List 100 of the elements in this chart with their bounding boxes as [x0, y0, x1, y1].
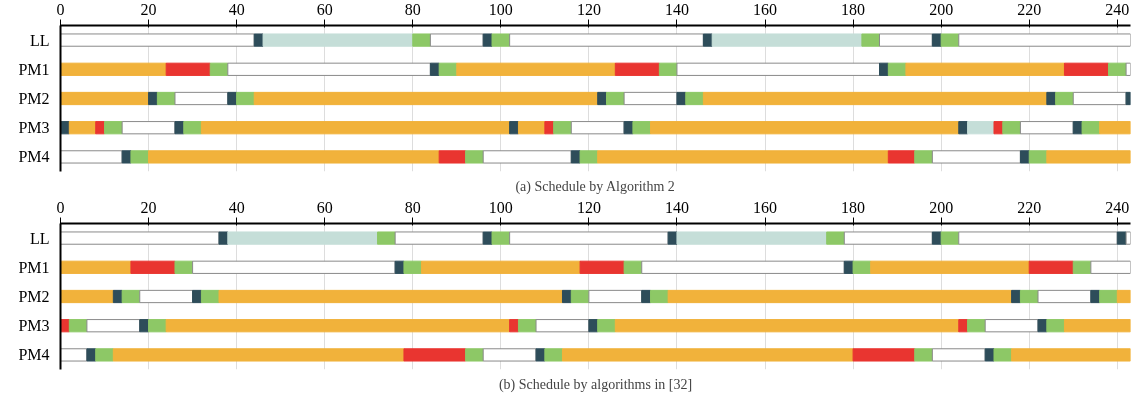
bar: [139, 289, 194, 304]
bar: [870, 260, 1030, 274]
bar: [130, 260, 176, 274]
y-tick-label: PM2: [18, 90, 50, 107]
bar: [535, 348, 546, 362]
bar: [579, 150, 599, 164]
x-tick-label: 80: [404, 0, 421, 18]
bar: [465, 150, 484, 164]
x-tick-label: 60: [316, 198, 333, 216]
bar: [192, 260, 396, 274]
bar: [174, 260, 194, 274]
x-tick-label: 100: [488, 0, 513, 18]
bar: [156, 91, 176, 106]
bar: [1107, 62, 1127, 76]
bar: [1028, 260, 1074, 274]
bar: [1019, 289, 1039, 304]
x-tick-label: 220: [1017, 198, 1042, 216]
text: (a) Schedule by Algorithm 2: [515, 178, 675, 195]
bar: [658, 62, 678, 76]
bar: [86, 348, 97, 362]
bar: [958, 121, 969, 135]
bar: [218, 231, 229, 245]
x-tick-label: 180: [841, 198, 866, 216]
bar: [553, 121, 572, 135]
bar: [148, 91, 158, 106]
bar: [641, 260, 845, 274]
y-tick-label: LL: [29, 31, 50, 49]
bar: [588, 289, 643, 304]
bar: [967, 121, 995, 135]
bar: [561, 289, 572, 304]
x-tick-label: 160: [753, 0, 778, 18]
bar: [1019, 150, 1030, 164]
y-tick-label: PM1: [18, 258, 50, 276]
bar: [509, 319, 519, 333]
bar: [579, 260, 625, 274]
bar: [914, 150, 933, 164]
bar: [465, 348, 484, 362]
y-tick-label: PM3: [18, 317, 50, 335]
bar: [1028, 150, 1048, 164]
bar: [852, 260, 872, 274]
x-tick-label: 120: [576, 0, 601, 18]
y-tick-label: PM3: [18, 119, 50, 137]
x-tick-label: 180: [841, 0, 866, 18]
x-tick-label: 200: [929, 198, 954, 216]
bar: [852, 348, 916, 362]
bar: [200, 289, 220, 304]
x-tick-label: 0: [56, 198, 65, 216]
bar: [1002, 121, 1021, 135]
bar: [236, 91, 255, 106]
y-tick-label: PM1: [18, 60, 50, 78]
bar: [209, 62, 229, 76]
x-tick-label: 0: [56, 0, 65, 18]
bar: [650, 289, 669, 304]
x-tick-label: 220: [1017, 0, 1042, 18]
bar: [914, 348, 933, 362]
x-tick-label: 200: [929, 0, 954, 18]
y-tick-label: PM4: [18, 346, 50, 364]
bar: [958, 319, 969, 333]
bar: [130, 150, 150, 164]
bar: [1099, 121, 1131, 135]
bar: [1125, 91, 1131, 106]
bar: [403, 260, 423, 274]
bar: [597, 91, 608, 106]
x-tick-label: 60: [316, 0, 333, 18]
x-tick-label: 240: [1105, 0, 1130, 18]
bar: [623, 121, 634, 135]
text: (b) Schedule by algorithms in [32]: [498, 376, 693, 393]
x-tick-label: 120: [576, 198, 601, 216]
bar: [95, 348, 114, 362]
bar: [421, 260, 581, 274]
bar: [887, 62, 907, 76]
bar: [632, 121, 652, 135]
bar: [1081, 121, 1101, 135]
bar: [606, 91, 625, 106]
bar: [993, 348, 1013, 362]
bar: [121, 150, 132, 164]
bar: [438, 62, 458, 76]
x-tick-label: 20: [140, 0, 157, 18]
bar: [570, 289, 590, 304]
bar: [993, 121, 1004, 135]
bar: [1055, 91, 1074, 106]
bar: [1072, 260, 1092, 274]
bar: [1046, 91, 1057, 106]
bar: [192, 289, 202, 304]
y-tick-label: LL: [29, 229, 50, 247]
bar: [676, 231, 828, 245]
x-tick-label: 160: [753, 198, 778, 216]
x-tick-label: 100: [488, 198, 513, 216]
y-tick-label: PM4: [18, 148, 50, 166]
bar: [121, 289, 141, 304]
bar: [218, 289, 563, 304]
x-tick-label: 140: [664, 198, 689, 216]
x-tick-label: 40: [228, 198, 245, 216]
y-tick-label: PM2: [18, 288, 50, 305]
x-tick-label: 40: [228, 0, 245, 18]
bar: [667, 289, 1013, 304]
x-tick-label: 20: [140, 198, 157, 216]
bar: [623, 260, 643, 274]
bar: [1116, 289, 1131, 304]
bar: [544, 348, 563, 362]
